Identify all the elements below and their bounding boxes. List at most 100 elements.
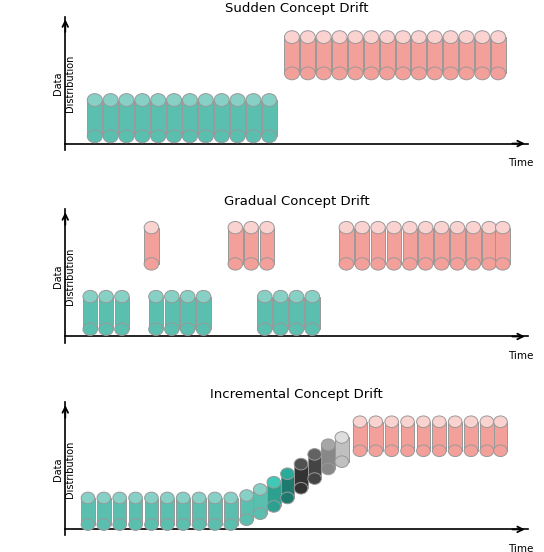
FancyBboxPatch shape bbox=[224, 498, 238, 524]
Ellipse shape bbox=[480, 416, 494, 428]
FancyBboxPatch shape bbox=[448, 422, 462, 451]
Ellipse shape bbox=[181, 323, 195, 336]
Ellipse shape bbox=[160, 519, 174, 530]
Ellipse shape bbox=[339, 258, 354, 270]
FancyBboxPatch shape bbox=[103, 100, 118, 136]
Ellipse shape bbox=[224, 519, 238, 530]
FancyBboxPatch shape bbox=[166, 100, 182, 136]
Ellipse shape bbox=[97, 492, 110, 504]
FancyBboxPatch shape bbox=[332, 37, 347, 73]
Ellipse shape bbox=[285, 31, 299, 44]
Ellipse shape bbox=[466, 258, 480, 270]
Ellipse shape bbox=[316, 67, 331, 80]
Ellipse shape bbox=[135, 94, 150, 107]
FancyBboxPatch shape bbox=[369, 422, 382, 451]
Ellipse shape bbox=[308, 449, 322, 460]
Ellipse shape bbox=[144, 221, 159, 234]
Text: Time: Time bbox=[508, 351, 534, 361]
Ellipse shape bbox=[151, 94, 166, 107]
Ellipse shape bbox=[289, 290, 304, 302]
FancyBboxPatch shape bbox=[387, 227, 401, 264]
FancyBboxPatch shape bbox=[443, 37, 458, 73]
FancyBboxPatch shape bbox=[262, 100, 277, 136]
FancyBboxPatch shape bbox=[380, 37, 394, 73]
Ellipse shape bbox=[262, 94, 277, 107]
Ellipse shape bbox=[364, 67, 379, 80]
FancyBboxPatch shape bbox=[480, 422, 494, 451]
FancyBboxPatch shape bbox=[164, 296, 179, 329]
Ellipse shape bbox=[369, 416, 382, 428]
FancyBboxPatch shape bbox=[339, 227, 354, 264]
FancyBboxPatch shape bbox=[466, 227, 480, 264]
FancyBboxPatch shape bbox=[99, 296, 113, 329]
Ellipse shape bbox=[348, 67, 363, 80]
FancyBboxPatch shape bbox=[395, 37, 411, 73]
Ellipse shape bbox=[103, 94, 118, 107]
Ellipse shape bbox=[164, 290, 179, 302]
Ellipse shape bbox=[418, 258, 433, 270]
Ellipse shape bbox=[260, 221, 274, 234]
Ellipse shape bbox=[254, 484, 267, 495]
Ellipse shape bbox=[385, 445, 399, 457]
Ellipse shape bbox=[281, 492, 294, 504]
FancyBboxPatch shape bbox=[240, 496, 254, 520]
Ellipse shape bbox=[371, 258, 385, 270]
FancyBboxPatch shape bbox=[246, 100, 261, 136]
FancyBboxPatch shape bbox=[496, 227, 510, 264]
FancyBboxPatch shape bbox=[160, 498, 174, 524]
Ellipse shape bbox=[176, 492, 190, 504]
FancyBboxPatch shape bbox=[208, 498, 222, 524]
Ellipse shape bbox=[332, 67, 347, 80]
FancyBboxPatch shape bbox=[83, 296, 97, 329]
FancyBboxPatch shape bbox=[417, 422, 430, 451]
Ellipse shape bbox=[267, 476, 281, 488]
FancyBboxPatch shape bbox=[355, 227, 369, 264]
Ellipse shape bbox=[355, 258, 369, 270]
Ellipse shape bbox=[322, 439, 335, 450]
Title: Gradual Concept Drift: Gradual Concept Drift bbox=[224, 195, 369, 208]
Ellipse shape bbox=[411, 31, 426, 44]
FancyBboxPatch shape bbox=[135, 100, 150, 136]
Ellipse shape bbox=[305, 290, 320, 302]
FancyBboxPatch shape bbox=[81, 498, 95, 524]
FancyBboxPatch shape bbox=[182, 100, 197, 136]
FancyBboxPatch shape bbox=[144, 227, 159, 264]
Ellipse shape bbox=[432, 445, 446, 457]
FancyBboxPatch shape bbox=[176, 498, 190, 524]
Ellipse shape bbox=[491, 31, 506, 44]
FancyBboxPatch shape bbox=[403, 227, 417, 264]
FancyBboxPatch shape bbox=[289, 296, 304, 329]
Ellipse shape bbox=[274, 323, 288, 336]
FancyBboxPatch shape bbox=[244, 227, 258, 264]
Ellipse shape bbox=[387, 258, 401, 270]
Ellipse shape bbox=[129, 492, 143, 504]
Ellipse shape bbox=[196, 323, 211, 336]
Ellipse shape bbox=[459, 67, 474, 80]
Ellipse shape bbox=[369, 445, 382, 457]
FancyBboxPatch shape bbox=[254, 490, 267, 514]
Ellipse shape bbox=[300, 67, 316, 80]
FancyBboxPatch shape bbox=[353, 422, 367, 451]
FancyBboxPatch shape bbox=[316, 37, 331, 73]
FancyBboxPatch shape bbox=[493, 422, 507, 451]
Ellipse shape bbox=[300, 31, 316, 44]
FancyBboxPatch shape bbox=[475, 37, 490, 73]
Ellipse shape bbox=[115, 290, 129, 302]
Ellipse shape bbox=[450, 258, 465, 270]
Ellipse shape bbox=[387, 221, 401, 234]
Title: Sudden Concept Drift: Sudden Concept Drift bbox=[225, 2, 368, 15]
FancyBboxPatch shape bbox=[192, 498, 206, 524]
Ellipse shape bbox=[475, 31, 490, 44]
FancyBboxPatch shape bbox=[199, 100, 213, 136]
FancyBboxPatch shape bbox=[427, 37, 442, 73]
Ellipse shape bbox=[160, 492, 174, 504]
Ellipse shape bbox=[87, 130, 102, 142]
Ellipse shape bbox=[166, 130, 182, 142]
Ellipse shape bbox=[322, 463, 335, 475]
FancyBboxPatch shape bbox=[113, 498, 127, 524]
Ellipse shape bbox=[459, 31, 474, 44]
Ellipse shape bbox=[182, 130, 197, 142]
Ellipse shape bbox=[149, 290, 163, 302]
Ellipse shape bbox=[81, 492, 95, 504]
FancyBboxPatch shape bbox=[348, 37, 363, 73]
